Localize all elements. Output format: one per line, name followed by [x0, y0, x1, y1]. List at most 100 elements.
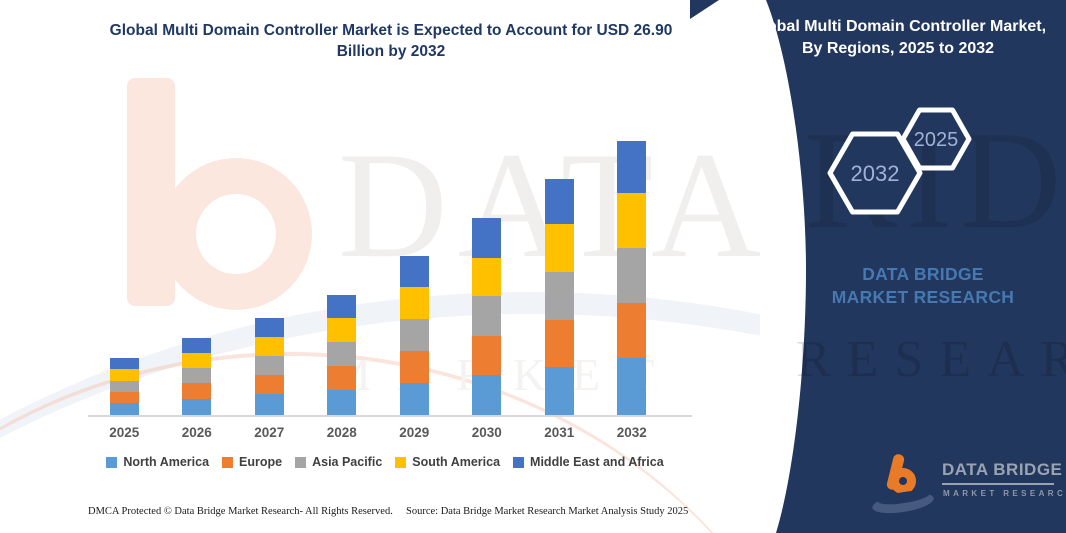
brand-wordmark: DATA BRIDGE MARKET RESEARCH: [831, 264, 1015, 307]
watermark-logo-stem: [127, 78, 175, 306]
legend-item-asia-pacific: Asia Pacific: [295, 455, 382, 469]
segment-north-america-2031: [544, 367, 574, 415]
x-axis-label-2027: 2027: [254, 425, 285, 440]
segment-europe-2031: [544, 320, 574, 367]
x-axis-label-2026: 2026: [181, 425, 212, 440]
segment-south-america-2027: [254, 337, 284, 356]
segment-south-america-2028: [327, 318, 357, 342]
stacked-bar-plot: [88, 118, 668, 415]
legend-label-middle-east-and-africa: Middle East and Africa: [530, 455, 664, 469]
segment-north-america-2027: [254, 394, 284, 415]
segment-middle-east-and-africa-2031: [544, 179, 574, 224]
legend-item-europe: Europe: [222, 455, 282, 469]
navy-watermark-text-small: RESEARCH: [796, 331, 1066, 388]
legend-swatch-middle-east-and-africa: [513, 456, 525, 468]
segment-europe-2032: [617, 303, 647, 358]
segment-middle-east-and-africa-2030: [472, 218, 502, 258]
hexagon-badge-2032: 2032: [827, 131, 923, 215]
bar-column-2027: [233, 118, 306, 415]
segment-middle-east-and-africa-2028: [327, 295, 357, 318]
segment-north-america-2030: [472, 375, 502, 415]
segment-middle-east-and-africa-2032: [617, 141, 647, 193]
segment-europe-2029: [399, 351, 429, 383]
stacked-bar-2027: [254, 318, 284, 415]
segment-middle-east-and-africa-2029: [399, 256, 429, 287]
stacked-bar-2028: [327, 295, 357, 415]
panel-title: Global Multi Domain Controller Market, B…: [749, 18, 1047, 57]
x-axis-label-2029: 2029: [399, 425, 430, 440]
segment-north-america-2029: [399, 383, 429, 415]
segment-middle-east-and-africa-2026: [182, 338, 212, 353]
segment-north-america-2028: [327, 390, 357, 415]
segment-middle-east-and-africa-2027: [254, 318, 284, 337]
stacked-bar-2032: [617, 141, 647, 415]
year-badges: 2025 2032: [827, 107, 972, 215]
segment-asia-pacific-2031: [544, 272, 574, 320]
segment-asia-pacific-2026: [182, 368, 212, 383]
segment-asia-pacific-2027: [254, 356, 284, 375]
segment-south-america-2031: [544, 224, 574, 272]
x-axis-labels: 2025 2026 2027 2028 2029 2030 2031 2032: [88, 425, 668, 440]
legend-label-north-america: North America: [123, 455, 210, 469]
segment-north-america-2025: [109, 403, 139, 415]
chart-title: Global Multi Domain Controller Market is…: [109, 22, 673, 60]
legend-swatch-north-america: [106, 456, 118, 468]
stacked-bar-2030: [472, 218, 502, 415]
bar-column-2025: [88, 118, 161, 415]
segment-middle-east-and-africa-2025: [109, 358, 139, 369]
segment-asia-pacific-2029: [399, 319, 429, 351]
segment-north-america-2032: [617, 358, 647, 415]
x-axis-label-2031: 2031: [544, 425, 575, 440]
source-note: Source: Data Bridge Market Research Mark…: [406, 506, 689, 517]
stacked-bar-2026: [182, 338, 212, 415]
segment-south-america-2032: [617, 193, 647, 248]
segment-south-america-2026: [182, 353, 212, 368]
x-axis-label-2030: 2030: [471, 425, 502, 440]
legend-item-south-america: South America: [395, 455, 500, 469]
bar-column-2026: [161, 118, 234, 415]
segment-asia-pacific-2028: [327, 342, 357, 366]
segment-asia-pacific-2030: [472, 296, 502, 336]
dmca-notice: DMCA Protected © Data Bridge Market Rese…: [88, 506, 393, 517]
segment-europe-2026: [182, 383, 212, 399]
legend-label-europe: Europe: [239, 455, 283, 469]
stacked-bar-2029: [399, 256, 429, 415]
x-axis-label-2032: 2032: [616, 425, 647, 440]
logo-tagline: MARKET RESEARCH: [943, 489, 1066, 498]
segment-south-america-2025: [109, 369, 139, 381]
stacked-bar-2031: [544, 179, 574, 415]
legend-swatch-south-america: [395, 456, 407, 468]
segment-south-america-2029: [399, 287, 429, 319]
segment-north-america-2026: [182, 399, 212, 415]
company-logo: DATA BRIDGE MARKET RESEARCH: [870, 452, 1066, 518]
legend-label-asia-pacific: Asia Pacific: [312, 455, 383, 469]
legend-item-north-america: North America: [106, 455, 209, 469]
legend-swatch-europe: [222, 456, 234, 468]
segment-europe-2028: [327, 366, 357, 390]
segment-europe-2030: [472, 336, 502, 375]
segment-south-america-2030: [472, 258, 502, 296]
badge-start-year: 2025: [914, 129, 959, 151]
bar-column-2031: [523, 118, 596, 415]
bar-column-2032: [596, 118, 669, 415]
bar-column-2028: [306, 118, 379, 415]
segment-asia-pacific-2032: [617, 248, 647, 303]
bar-column-2030: [451, 118, 524, 415]
legend-item-middle-east-and-africa: Middle East and Africa: [513, 455, 664, 469]
chart-legend: North America Europe Asia Pacific South Ame…: [60, 455, 710, 469]
bar-column-2029: [378, 118, 451, 415]
segment-europe-2025: [109, 392, 139, 403]
segment-asia-pacific-2025: [109, 381, 139, 392]
logo-name: DATA BRIDGE: [942, 460, 1062, 485]
logo-b-icon-bowl: [890, 468, 916, 494]
x-axis-label-2028: 2028: [326, 425, 357, 440]
x-axis-label-2025: 2025: [109, 425, 140, 440]
legend-swatch-asia-pacific: [295, 456, 307, 468]
watermark-logo-bowl-hole: [196, 194, 276, 274]
segment-europe-2027: [254, 375, 284, 394]
badge-end-year: 2032: [851, 161, 900, 186]
legend-label-south-america: South America: [412, 455, 501, 469]
x-axis-line: [88, 415, 692, 417]
